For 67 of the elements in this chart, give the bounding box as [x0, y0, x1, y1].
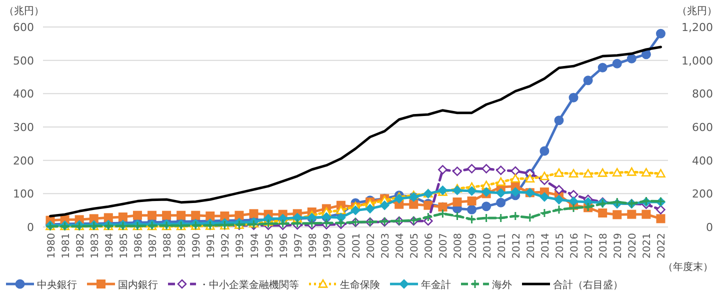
x-tick-label: 2002 [366, 233, 378, 258]
y-tick-label: 300 [13, 121, 34, 134]
legend-label: 中央銀行 [37, 279, 77, 291]
y2-tick-label: 1,200 [682, 21, 713, 34]
x-tick-label: 1984 [104, 233, 116, 258]
x-tick-label: 2019 [613, 233, 624, 258]
y2-tick-label: 400 [692, 154, 713, 168]
x-tick-label: 1980 [46, 233, 58, 258]
y-axis-title: （兆円） [4, 5, 44, 17]
x-tick-label: 1996 [278, 233, 290, 258]
y-tick-label: 500 [13, 54, 34, 68]
x-tick-label: 1987 [148, 233, 160, 258]
x-tick-label: 1981 [60, 233, 72, 258]
x-tick-label: 2020 [628, 233, 639, 258]
y2-tick-label: 800 [692, 88, 713, 101]
legend-label: 合計（右目盛） [553, 279, 623, 291]
legend-label: 生命保険 [340, 279, 380, 291]
x-tick-label: 1999 [322, 233, 334, 258]
x-tick-label: 2016 [570, 233, 581, 258]
x-tick-label: 1991 [206, 233, 218, 258]
x-tick-label: 1985 [118, 233, 130, 258]
x-tick-label: 2011 [496, 233, 508, 258]
y-tick-label: 200 [13, 154, 34, 168]
y2-tick-label: 200 [692, 188, 713, 201]
x-tick-label: 2003 [380, 233, 392, 258]
x-tick-label: 1994 [250, 233, 261, 258]
y-tick-label: 100 [13, 188, 34, 201]
y-tick-label: 600 [13, 21, 34, 34]
y-tick-label: 400 [13, 88, 34, 101]
y2-axis-title: （兆円） [677, 5, 717, 17]
y2-tick-label: 600 [692, 121, 713, 134]
x-tick-label: 2001 [352, 233, 362, 258]
x-tick-label: 2014 [540, 233, 552, 258]
legend-label: 年金計 [421, 279, 451, 291]
x-tick-label: 1993 [235, 233, 246, 258]
x-tick-label: 2021 [642, 233, 654, 258]
x-tick-label: 1986 [133, 233, 144, 258]
y-tick-label: 0 [27, 221, 34, 234]
y2-tick-label: 0 [706, 221, 713, 234]
x-tick-label: 2022 [656, 233, 668, 258]
legend-label: 国内銀行 [118, 279, 158, 291]
x-tick-label: 2006 [424, 233, 436, 258]
y2-tick-label: 1,000 [682, 54, 713, 68]
legend-label: ・中小企業金融機関等 [199, 279, 299, 291]
x-tick-label: 2004 [395, 233, 406, 258]
x-tick-label: 2000 [336, 233, 348, 258]
x-tick-label: 2005 [410, 233, 421, 258]
x-tick-label: 1990 [192, 233, 203, 258]
x-tick-label: 1988 [162, 233, 174, 258]
x-tick-label: 1992 [220, 233, 232, 258]
x-tick-label: 2009 [468, 233, 479, 258]
x-tick-label: 1998 [308, 233, 319, 258]
x-tick-label: 2007 [438, 233, 450, 258]
x-tick-label: 1982 [75, 233, 86, 258]
x-tick-label: 1995 [264, 233, 276, 258]
x-tick-label: 2015 [554, 233, 566, 258]
x-tick-label: 2008 [453, 233, 464, 258]
legend-label: 海外 [492, 279, 512, 291]
x-tick-label: 2013 [526, 233, 537, 258]
x-tick-label: 2010 [482, 233, 494, 258]
x-tick-label: 1989 [177, 233, 188, 258]
x-tick-label: 2012 [511, 233, 522, 258]
text: （年度末） [663, 261, 713, 273]
x-tick-label: 2018 [598, 233, 610, 258]
x-tick-label: 2017 [584, 233, 596, 258]
x-tick-label: 1997 [293, 233, 304, 258]
x-tick-label: 1983 [90, 233, 101, 258]
